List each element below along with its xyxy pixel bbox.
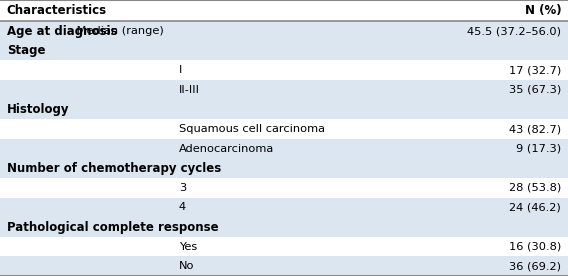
Text: Pathological complete response: Pathological complete response bbox=[7, 221, 219, 233]
Text: 43 (82.7): 43 (82.7) bbox=[509, 124, 561, 134]
Bar bbox=[0, 41, 568, 60]
Bar bbox=[0, 178, 568, 198]
Bar bbox=[0, 21, 568, 41]
Text: Squamous cell carcinoma: Squamous cell carcinoma bbox=[179, 124, 325, 134]
Text: 45.5 (37.2–56.0): 45.5 (37.2–56.0) bbox=[467, 26, 561, 36]
Bar bbox=[0, 217, 568, 237]
Text: 9 (17.3): 9 (17.3) bbox=[516, 144, 561, 154]
Text: 35 (67.3): 35 (67.3) bbox=[509, 85, 561, 95]
Text: Adenocarcinoma: Adenocarcinoma bbox=[179, 144, 274, 154]
Text: Stage: Stage bbox=[7, 44, 45, 57]
Bar bbox=[0, 100, 568, 119]
Bar bbox=[0, 158, 568, 178]
Text: I: I bbox=[179, 65, 182, 75]
Text: Histology: Histology bbox=[7, 103, 69, 116]
Text: Age at diagnosis: Age at diagnosis bbox=[7, 25, 118, 38]
Text: II-III: II-III bbox=[179, 85, 200, 95]
Bar bbox=[0, 198, 568, 217]
Text: 17 (32.7): 17 (32.7) bbox=[509, 65, 561, 75]
Bar bbox=[0, 237, 568, 256]
Text: 28 (53.8): 28 (53.8) bbox=[509, 183, 561, 193]
Bar bbox=[0, 60, 568, 80]
Bar bbox=[0, 139, 568, 158]
Bar bbox=[0, 119, 568, 139]
Text: 24 (46.2): 24 (46.2) bbox=[509, 202, 561, 213]
Bar bbox=[0, 80, 568, 100]
Text: No: No bbox=[179, 261, 194, 271]
Text: 3: 3 bbox=[179, 183, 186, 193]
Text: Characteristics: Characteristics bbox=[7, 4, 107, 17]
Text: 36 (69.2): 36 (69.2) bbox=[509, 261, 561, 271]
Text: N (%): N (%) bbox=[525, 4, 561, 17]
Bar bbox=[0, 0, 568, 21]
Text: Median (range): Median (range) bbox=[73, 26, 164, 36]
Text: 16 (30.8): 16 (30.8) bbox=[509, 242, 561, 252]
Text: Yes: Yes bbox=[179, 242, 197, 252]
Text: Number of chemotherapy cycles: Number of chemotherapy cycles bbox=[7, 162, 221, 175]
Bar bbox=[0, 256, 568, 276]
Text: 4: 4 bbox=[179, 202, 186, 213]
